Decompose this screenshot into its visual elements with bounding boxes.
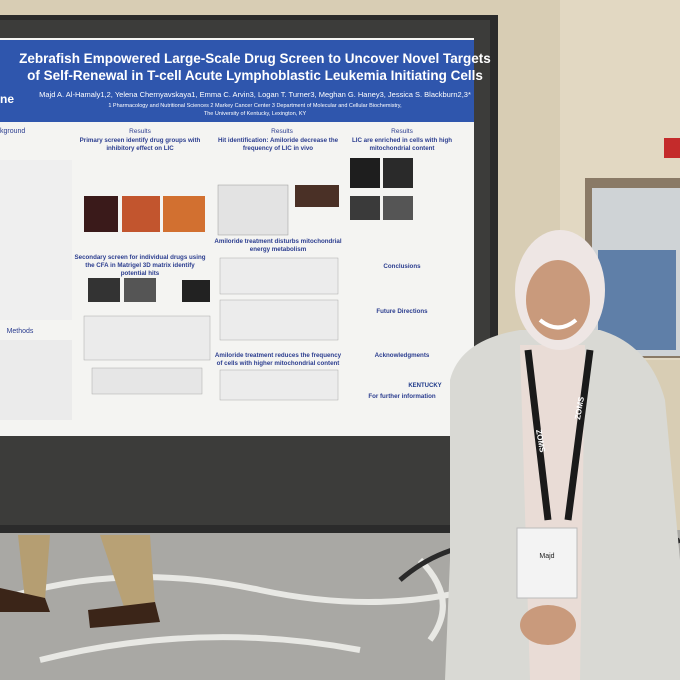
heading: frequency of LIC in vivo xyxy=(243,145,313,152)
heading: Amiloride treatment reduces the frequenc… xyxy=(215,352,342,359)
poster-authors: Majd A. Al-Hamaly1,2, Yelena Chernyavska… xyxy=(39,90,471,99)
poster-fragment: kground xyxy=(0,128,25,135)
figure xyxy=(383,196,413,220)
hands xyxy=(520,605,576,645)
badge xyxy=(516,527,578,599)
poster-title: Zebrafish Empowered Large-Scale Drug Scr… xyxy=(19,51,491,66)
figure xyxy=(0,340,72,420)
lanyard-text: ZOMS xyxy=(573,395,586,420)
poster-title: of Self-Renewal in T-cell Acute Lymphobl… xyxy=(27,68,483,83)
figure xyxy=(182,280,210,302)
figure xyxy=(88,278,120,302)
results-label: Results xyxy=(129,128,151,135)
figure xyxy=(219,299,339,341)
poster-fragment: ne xyxy=(0,92,14,106)
poster-header xyxy=(0,40,474,122)
poster-headings: Primary screen identify drug groups with… xyxy=(75,137,453,400)
heading: LIC are enriched in cells with high xyxy=(352,137,452,144)
shelves xyxy=(598,250,676,350)
heading: Hit identification: Amiloride decrease t… xyxy=(218,137,339,144)
leg xyxy=(18,535,50,600)
figure xyxy=(350,158,380,188)
heading: Acknowledgments xyxy=(375,352,430,359)
heading: of cells with higher mitochondrial conte… xyxy=(217,360,340,367)
heading: inhibitory effect on LIC xyxy=(106,145,174,152)
figure xyxy=(84,196,118,232)
figure xyxy=(350,196,380,220)
heading: potential hits xyxy=(121,270,160,277)
smile xyxy=(538,318,578,330)
carpet-pattern xyxy=(0,557,522,663)
heading: energy metabolism xyxy=(250,246,307,253)
shoe xyxy=(0,588,50,612)
leg xyxy=(100,535,155,610)
poster-fragment: Methods xyxy=(7,328,34,335)
figure xyxy=(91,367,203,395)
heading: Amiloride treatment disturbs mitochondri… xyxy=(214,238,341,245)
poster-figures xyxy=(0,158,413,420)
figure xyxy=(163,196,205,232)
heading: Future Directions xyxy=(376,308,428,315)
exit-sign xyxy=(664,138,680,158)
figure xyxy=(83,315,211,361)
results-label: Results xyxy=(391,128,413,135)
heading: For further information xyxy=(368,393,436,400)
figure xyxy=(124,278,156,302)
poster-affiliation: 1 Pharmacology and Nutritional Sciences … xyxy=(108,103,402,109)
badge-name: Majd xyxy=(539,553,554,560)
poster-affiliation: The University of Kentucky, Lexington, K… xyxy=(204,111,307,117)
figure xyxy=(217,184,289,236)
results-label: Results xyxy=(271,128,293,135)
figure xyxy=(383,158,413,188)
figure xyxy=(219,257,339,295)
logo: KENTUCKY xyxy=(408,383,441,389)
figure xyxy=(0,160,72,320)
lanyard-text: ZOMS xyxy=(534,429,547,454)
heading: Primary screen identify drug groups with xyxy=(80,137,201,144)
heading: the CFA in Matrigel 3D matrix identify xyxy=(85,262,195,269)
heading: Secondary screen for individual drugs us… xyxy=(75,254,206,261)
shoe xyxy=(88,602,160,628)
figure xyxy=(122,196,160,232)
figure xyxy=(295,185,339,207)
lanyard xyxy=(524,349,594,521)
figure xyxy=(219,369,339,401)
heading: mitochondrial content xyxy=(370,145,435,152)
heading: Conclusions xyxy=(383,263,421,270)
